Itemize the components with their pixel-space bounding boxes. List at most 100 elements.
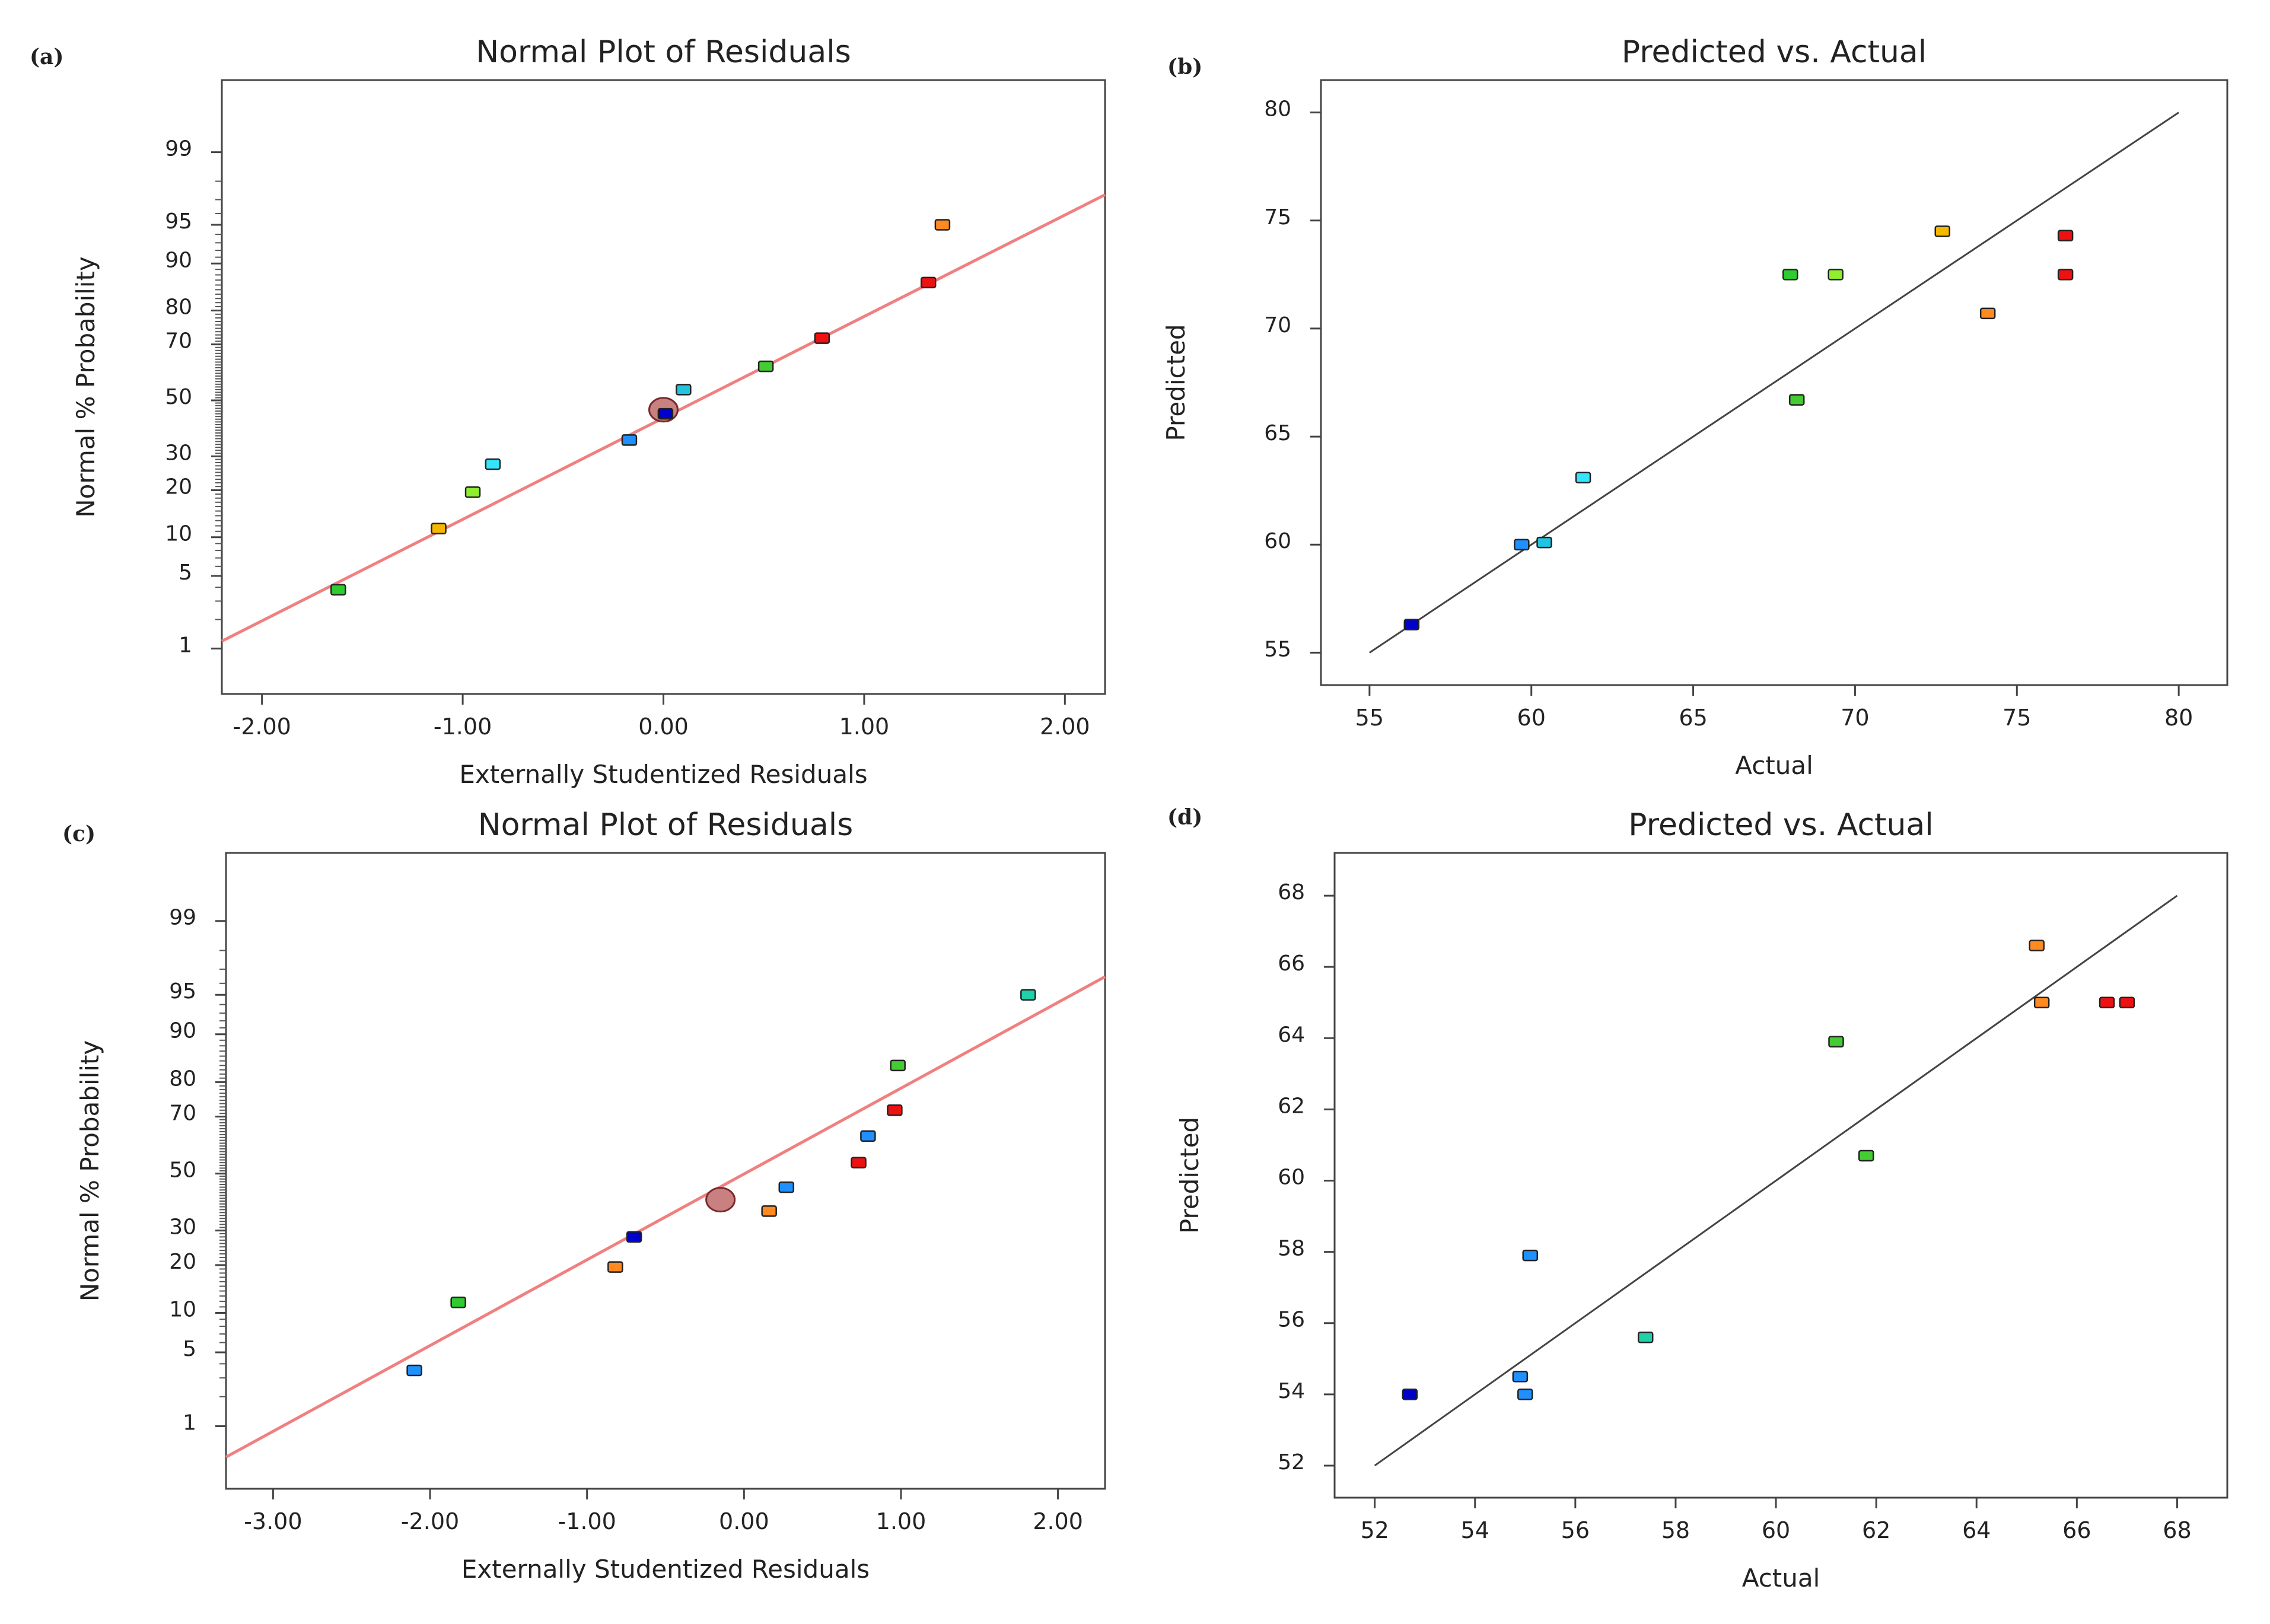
data-point — [1514, 539, 1530, 550]
data-point — [2057, 230, 2074, 242]
x-tick-label: -1.00 — [434, 714, 492, 740]
data-point — [1403, 619, 1420, 631]
data-point — [1402, 1389, 1418, 1400]
x-tick-label: 60 — [1517, 705, 1546, 731]
y-axis-label: Predicted — [1161, 324, 1190, 441]
y-tick-label: 65 — [1264, 421, 1291, 445]
x-tick-label: 54 — [1461, 1517, 1489, 1543]
y-tick-label: 90 — [165, 248, 192, 272]
data-point — [406, 1364, 422, 1377]
panel-d: (d) Predicted vs. Actual 52 54 56 58 60 62 64 66 6… — [1167, 805, 2228, 1593]
data-point — [761, 1205, 777, 1217]
data-point — [450, 1297, 466, 1308]
y-tick-label: 1 — [179, 633, 192, 657]
plot-frame — [1333, 852, 2228, 1499]
data-point — [2119, 996, 2135, 1008]
x-tick-label: 64 — [1962, 1517, 1991, 1543]
data-point — [626, 1231, 642, 1243]
data-point — [607, 1261, 623, 1273]
data-point — [657, 407, 674, 420]
y-tick-label: 10 — [165, 522, 192, 546]
data-point — [851, 1157, 867, 1168]
x-tick-label: 60 — [1762, 1517, 1790, 1543]
y-tick-label: 95 — [169, 979, 196, 1004]
data-point — [1512, 1371, 1529, 1383]
x-tick-label: 55 — [1355, 705, 1384, 731]
x-tick-label: -2.00 — [401, 1508, 459, 1534]
y-axis-label: Normal % Probability — [75, 1040, 104, 1302]
x-tick-label: 66 — [2062, 1517, 2091, 1543]
data-point — [1536, 536, 1552, 549]
x-tick-label: 75 — [2002, 705, 2031, 731]
y-tick-label: 1 — [183, 1410, 196, 1435]
data-point — [1828, 269, 1844, 281]
data-point — [934, 219, 951, 231]
data-point — [2057, 269, 2074, 281]
data-point — [676, 384, 692, 396]
y-axis-label: Predicted — [1175, 1117, 1204, 1234]
data-point — [464, 486, 481, 498]
chart-title: Normal Plot of Residuals — [478, 807, 854, 843]
x-tick-label: 58 — [1661, 1517, 1690, 1543]
y-tick-label: 62 — [1278, 1094, 1305, 1118]
panel-label: (b) — [1167, 55, 1202, 79]
data-point — [621, 434, 638, 446]
y-tick-label: 70 — [1264, 313, 1291, 337]
data-point — [814, 332, 830, 344]
y-tick-label: 20 — [169, 1250, 196, 1274]
x-tick-label: 1.00 — [876, 1508, 927, 1534]
y-axis-label: Normal % Probability — [71, 256, 100, 518]
x-tick-label: 70 — [1841, 705, 1869, 731]
x-tick-label: 2.00 — [1033, 1508, 1083, 1534]
y-tick-label: 64 — [1278, 1023, 1305, 1047]
reference-line — [1374, 894, 2178, 1467]
y-tick-label: 50 — [169, 1158, 196, 1183]
data-point — [1934, 225, 1951, 237]
x-axis-label: Actual — [1742, 1564, 1820, 1593]
reference-line — [1369, 112, 2179, 654]
x-tick-label: 80 — [2164, 705, 2193, 731]
data-point — [778, 1181, 795, 1193]
data-point — [920, 276, 937, 289]
y-tick-label: 60 — [1278, 1166, 1305, 1190]
data-point — [2033, 996, 2050, 1008]
y-tick-label: 68 — [1278, 880, 1305, 905]
y-tick-label: 60 — [1264, 529, 1291, 553]
x-tick-label: 56 — [1561, 1517, 1590, 1543]
y-tick-label: 58 — [1278, 1237, 1305, 1261]
y-tick-label: 55 — [1264, 637, 1291, 661]
data-point — [757, 360, 774, 372]
data-point — [485, 458, 501, 470]
y-tick-label: 30 — [165, 441, 192, 465]
data-point — [1858, 1149, 1874, 1162]
y-tick-label: 80 — [1264, 97, 1291, 122]
y-tick-label: 90 — [169, 1019, 196, 1043]
chart-title: Normal Plot of Residuals — [476, 34, 851, 70]
data-point — [1782, 269, 1798, 281]
y-tick-label: 30 — [169, 1215, 196, 1240]
x-axis-label: Actual — [1735, 751, 1813, 780]
y-tick-label: 75 — [1264, 205, 1291, 230]
x-tick-label: 52 — [1360, 1517, 1389, 1543]
x-axis-label: Externally Studentized Residuals — [461, 1555, 870, 1584]
x-tick-label: -1.00 — [558, 1508, 616, 1534]
y-tick-label: 54 — [1278, 1379, 1305, 1403]
y-tick-label: 56 — [1278, 1308, 1305, 1332]
y-tick-label: 5 — [179, 561, 192, 585]
panel-a: (a) Normal Plot of Residuals -2.00 -1.00 0.0… — [30, 34, 1106, 789]
highlight-point — [705, 1187, 736, 1213]
data-point — [1637, 1332, 1654, 1343]
data-point — [431, 523, 447, 534]
y-tick-label: 80 — [169, 1066, 196, 1091]
data-point — [1020, 989, 1036, 1001]
x-tick-label: 65 — [1679, 705, 1707, 731]
y-tick-label: 52 — [1278, 1450, 1305, 1475]
data-point — [860, 1130, 876, 1142]
chart-title: Predicted vs. Actual — [1628, 807, 1933, 843]
x-tick-label: -3.00 — [244, 1508, 302, 1534]
data-point — [1979, 307, 1996, 320]
data-point — [2099, 996, 2115, 1008]
panel-label: (d) — [1167, 805, 1202, 830]
y-tick-label: 5 — [183, 1337, 196, 1361]
